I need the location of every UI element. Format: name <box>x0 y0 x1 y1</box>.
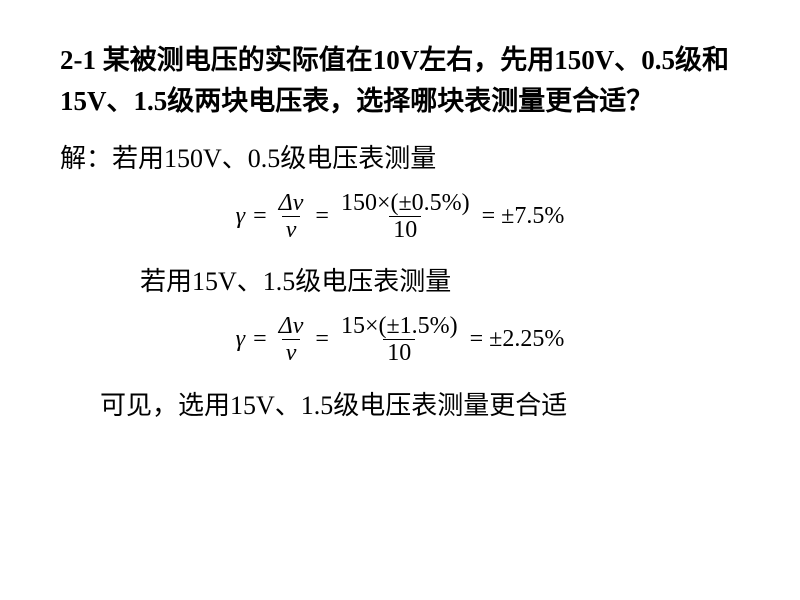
conclusion: 可见，选用15V、1.5级电压表测量更合适 <box>100 385 740 422</box>
result-2: = ±2.25% <box>470 326 565 353</box>
frac-calc-1: 150×(±0.5%) 10 <box>337 190 474 244</box>
frac-calc-2: 15×(±1.5%) 10 <box>337 313 462 367</box>
frac2-num: 150×(±0.5%) <box>337 190 474 216</box>
frac1-den-2: v <box>282 339 301 366</box>
gamma-symbol-2: γ <box>236 326 245 353</box>
frac2-den: 10 <box>389 216 421 243</box>
gamma-symbol: γ <box>236 203 245 230</box>
frac2-den-2: 10 <box>383 339 415 366</box>
solution-intro: 解：若用150V、0.5级电压表测量 <box>60 139 740 178</box>
problem-statement: 2-1 某被测电压的实际值在10V左右，先用150V、0.5级和15V、1.5级… <box>60 40 740 121</box>
frac-dv-v-2: Δv v <box>275 313 308 367</box>
equals-2b: = <box>315 326 329 353</box>
equals-2a: = <box>253 326 267 353</box>
equation-2: γ = Δv v = 15×(±1.5%) 10 = ±2.25% <box>60 313 740 367</box>
equals-1b: = <box>315 203 329 230</box>
frac2-num-2: 15×(±1.5%) <box>337 313 462 339</box>
frac-dv-v-1: Δv v <box>275 190 308 244</box>
solution-mid: 若用15V、1.5级电压表测量 <box>140 262 740 301</box>
result-1: = ±7.5% <box>482 203 565 230</box>
equals-1a: = <box>253 203 267 230</box>
frac1-num-2: Δv <box>275 313 308 339</box>
frac1-den: v <box>282 216 301 243</box>
frac1-num: Δv <box>275 190 308 216</box>
equation-1: γ = Δv v = 150×(±0.5%) 10 = ±7.5% <box>60 190 740 244</box>
